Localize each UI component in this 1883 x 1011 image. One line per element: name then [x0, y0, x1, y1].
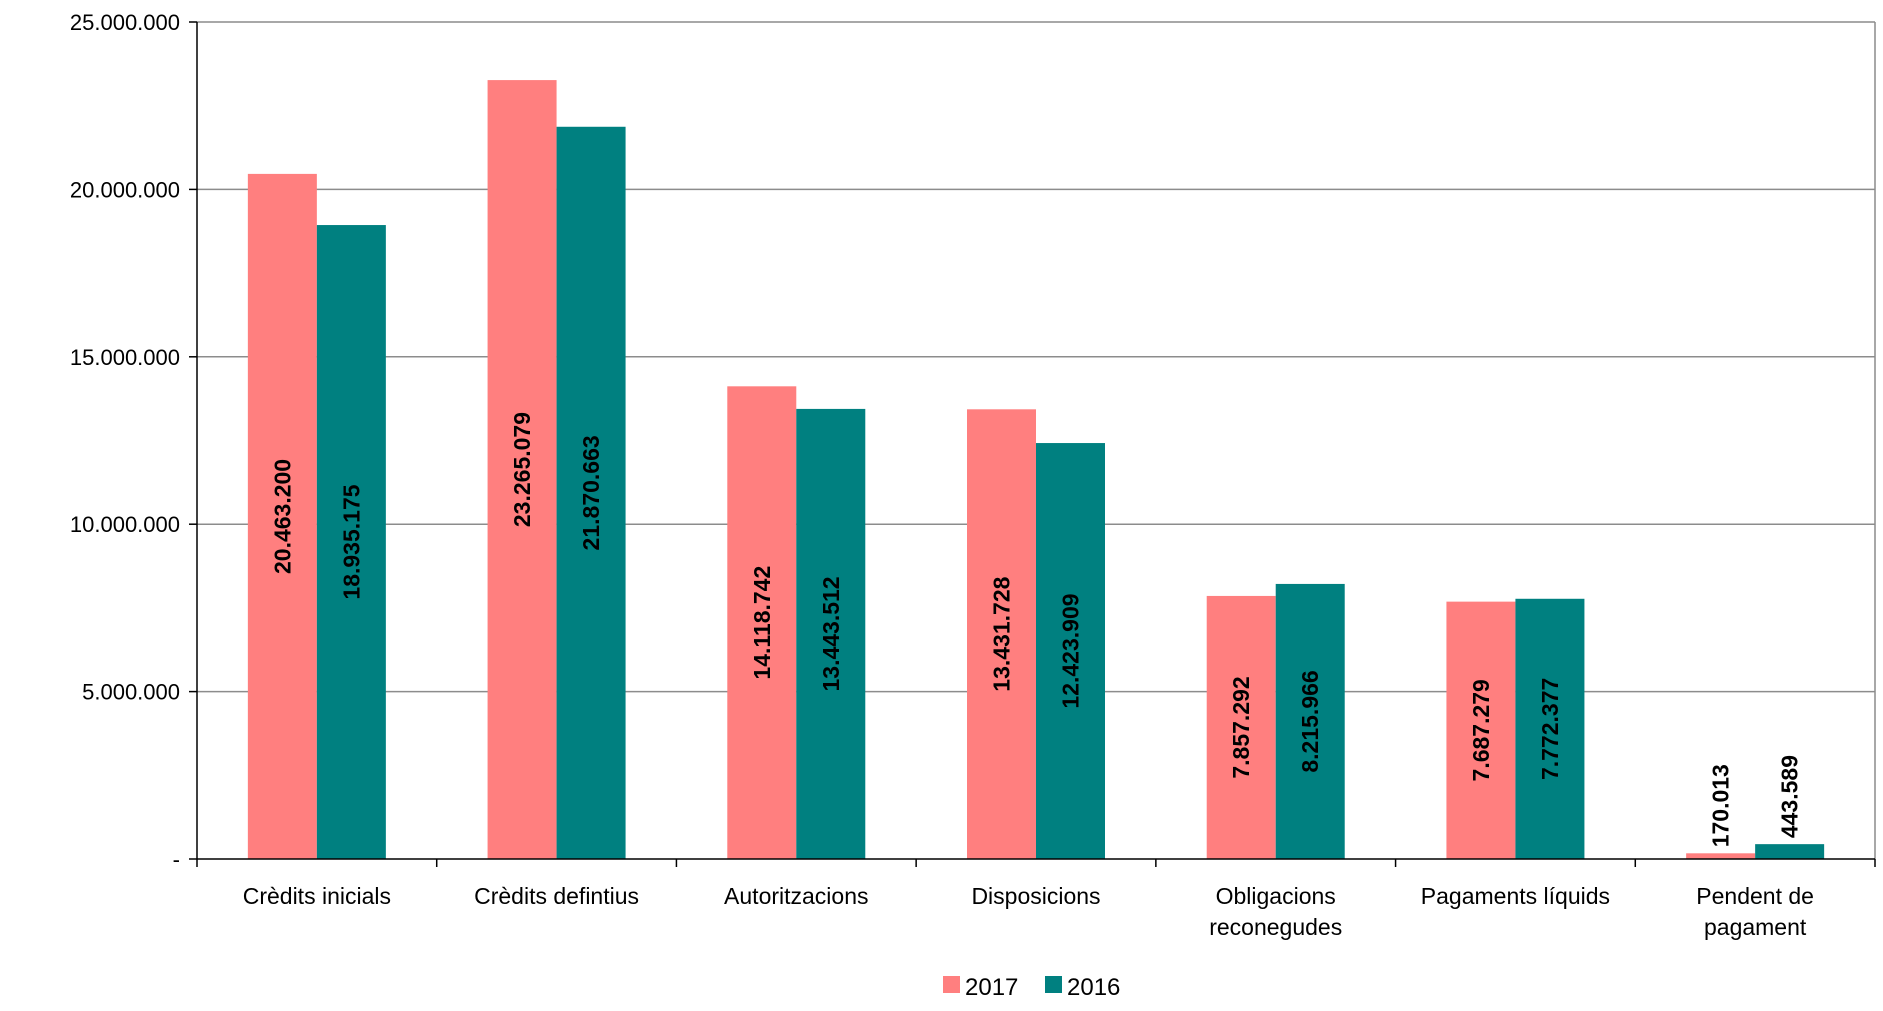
bar-2016-1	[556, 126, 626, 859]
bar-2016-3	[1036, 443, 1105, 859]
bar-2017-6	[1686, 853, 1756, 859]
y-tick-label: 10.000.000	[70, 512, 180, 537]
gridlines	[197, 21, 1876, 859]
data-label-2016-1: 21.870.663	[578, 435, 604, 550]
x-tick-label: Crèdits defintius	[474, 883, 639, 909]
bar-2017-5	[1446, 601, 1516, 859]
bar-2017-2	[727, 386, 797, 859]
bar-2016-0	[316, 225, 386, 859]
bar-2016-5	[1515, 598, 1585, 859]
data-label-2016-0: 18.935.175	[338, 484, 364, 599]
bar-2017-3	[967, 409, 1036, 859]
bar-2016-4	[1275, 583, 1345, 859]
data-label-2017-0: 20.463.200	[269, 459, 295, 574]
bar-2017-4	[1206, 595, 1276, 859]
bar-2016-2	[796, 408, 866, 859]
x-tick-label: Disposicions	[971, 883, 1100, 909]
y-tick-label: -	[173, 847, 180, 872]
data-labels: 20.463.200 18.935.175 23.265.079 21.870.663…	[269, 412, 1802, 847]
data-label-2017-5: 7.687.279	[1468, 679, 1494, 781]
data-label-2016-2: 13.443.512	[818, 576, 844, 691]
legend-label-2017: 2017	[965, 974, 1018, 1001]
bar-2017-0	[247, 173, 317, 859]
x-tick-label: Crèdits inicials	[243, 883, 391, 909]
x-tick-label: Pagaments líquids	[1421, 883, 1610, 909]
y-tick-label: 15.000.000	[70, 345, 180, 370]
y-tick-label: 25.000.000	[70, 10, 180, 35]
data-label-2017-1: 23.265.079	[509, 412, 535, 527]
y-tick-label: 20.000.000	[70, 177, 180, 202]
bars	[247, 80, 1825, 860]
y-axis: - 5.000.000 10.000.000 15.000.000 20.000.000…	[70, 10, 198, 872]
legend-swatch-2017	[943, 976, 960, 993]
x-axis: Crèdits inicials Crèdits defintius Autorit…	[196, 858, 1876, 940]
data-label-2016-4: 8.215.966	[1297, 670, 1323, 772]
x-tick-label: Autoritzacions	[724, 883, 868, 909]
data-label-2016-3: 12.423.909	[1058, 593, 1084, 708]
data-label-2016-6: 443.589	[1777, 755, 1803, 838]
data-label-2016-5: 7.772.377	[1537, 678, 1563, 780]
x-tick-label: Obligacions reconegudes	[1209, 883, 1342, 940]
data-label-2017-6: 170.013	[1708, 764, 1734, 847]
data-label-2017-4: 7.857.292	[1228, 676, 1254, 778]
y-tick-label: 5.000.000	[82, 680, 180, 705]
data-label-2017-2: 14.118.742	[749, 566, 775, 680]
bar-2017-1	[487, 80, 557, 860]
data-label-2017-3: 13.431.728	[989, 576, 1015, 691]
x-tick-label: Pendent de pagament	[1696, 883, 1814, 940]
legend-swatch-2016	[1045, 976, 1062, 993]
legend-label-2016: 2016	[1067, 974, 1120, 1001]
bar-2016-6	[1755, 844, 1825, 859]
legend: 2017 2016	[943, 974, 1120, 1001]
